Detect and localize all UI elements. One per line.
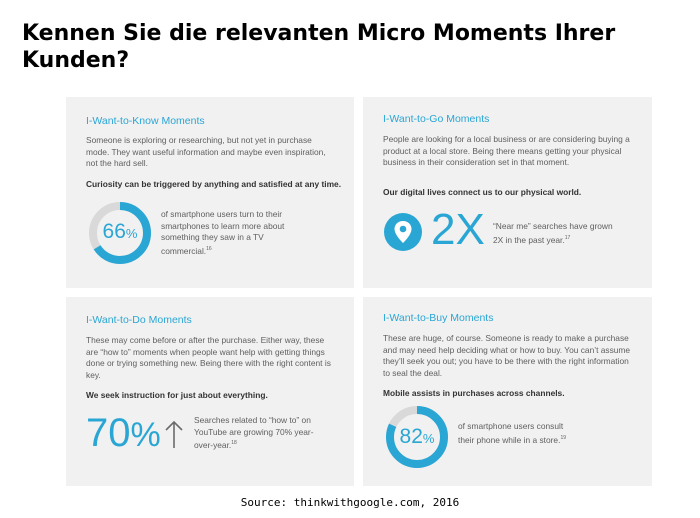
card-highlight: We seek instruction for just about every… (86, 390, 268, 400)
stat-description: “Near me” searches have grown 2X in the … (493, 221, 613, 246)
stat-text: of smartphone users consult their phone … (458, 421, 564, 445)
stat-unit: % (422, 431, 435, 446)
stat-number: 66 (102, 220, 126, 243)
card-description: People are looking for a local business … (383, 134, 630, 167)
stat-value: 66% (88, 220, 152, 244)
stat-unit: % (125, 226, 138, 241)
footnote-marker: 17 (564, 234, 571, 241)
arrow-up-icon (165, 420, 183, 448)
percentage-ring-82 (386, 406, 448, 468)
card-highlight: Mobile assists in purchases across chann… (383, 388, 565, 398)
stat-description: of smartphone users consult their phone … (458, 421, 568, 446)
stat-number: 2X (431, 205, 485, 254)
stat-text: “Near me” searches have grown 2X in the … (493, 221, 613, 245)
card-know-moments: I-Want-to-Know Moments Someone is explor… (66, 97, 354, 288)
stat-number: 82 (399, 425, 423, 448)
location-pin-icon (384, 213, 422, 251)
card-description: Someone is exploring or researching, but… (86, 135, 326, 168)
card-buy-moments: I-Want-to-Buy Moments These are huge, of… (363, 297, 652, 486)
card-highlight: Curiosity can be triggered by anything a… (86, 179, 342, 189)
footnote-marker: 16 (206, 245, 212, 252)
card-do-moments: I-Want-to-Do Moments These may come befo… (66, 297, 354, 486)
card-heading: I-Want-to-Buy Moments (383, 312, 494, 324)
footnote-marker: 19 (560, 434, 566, 441)
card-heading: I-Want-to-Do Moments (86, 314, 192, 326)
card-description: These are huge, of course. Someone is re… (383, 333, 631, 378)
stat-description: Searches related to “how to” on YouTube … (194, 415, 314, 451)
ring-progress (386, 406, 448, 468)
ring-progress (89, 202, 151, 264)
stat-unit: % (130, 416, 161, 454)
stat-description: of smartphone users turn to their smartp… (161, 209, 291, 257)
card-go-moments: I-Want-to-Go Moments People are looking … (363, 97, 652, 288)
stat-value: 70% (86, 410, 161, 458)
card-heading: I-Want-to-Go Moments (383, 113, 490, 125)
stat-text: of smartphone users turn to their smartp… (161, 209, 285, 256)
stat-text: Searches related to “how to” on YouTube … (194, 415, 314, 450)
card-description: These may come before or after the purch… (86, 335, 331, 380)
source-caption: Source: thinkwithgoogle.com, 2016 (240, 496, 460, 509)
stat-value: 82% (385, 425, 449, 449)
footnote-marker: 18 (231, 440, 237, 446)
page-title: Kennen Sie die relevanten Micro Moments … (22, 21, 616, 73)
card-highlight: Our digital lives connect us to our phys… (383, 187, 582, 197)
stat-number: 70 (86, 411, 131, 455)
percentage-ring-66 (89, 202, 151, 264)
card-heading: I-Want-to-Know Moments (86, 115, 205, 127)
